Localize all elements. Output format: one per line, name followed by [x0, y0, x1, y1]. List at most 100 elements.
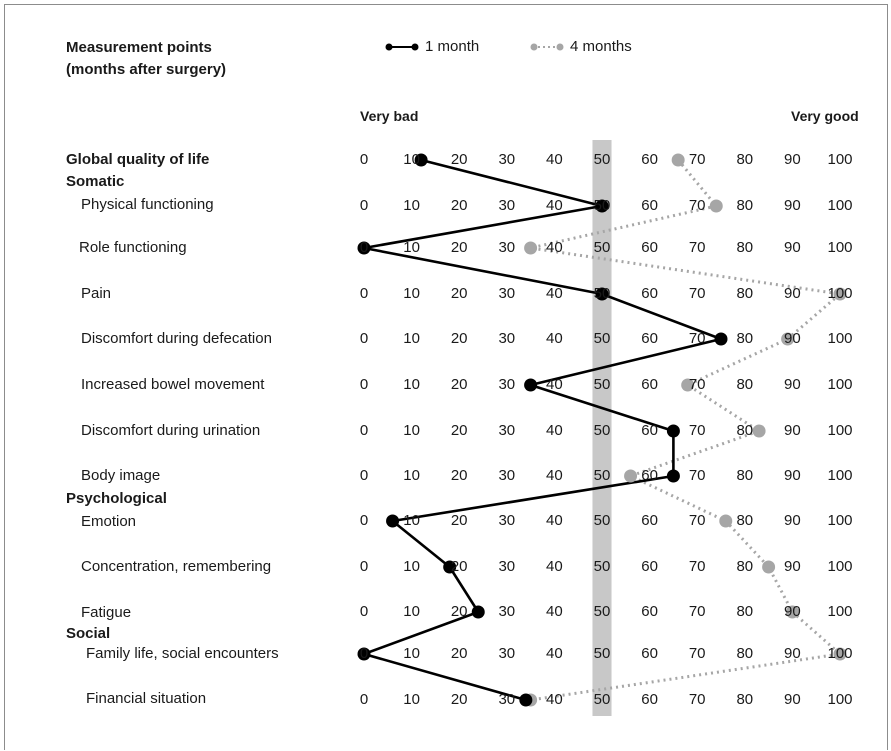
- data-point-1-month: [524, 378, 538, 392]
- tick-label: 40: [546, 691, 563, 708]
- data-point-1-month: [414, 153, 428, 167]
- tick-label: 100: [827, 467, 853, 484]
- tick-label: 10: [403, 467, 420, 484]
- tick-label: 20: [450, 603, 468, 620]
- tick-label: 90: [784, 645, 801, 662]
- tick-label: 20: [450, 422, 468, 439]
- tick-label: 30: [498, 691, 516, 708]
- tick-label: 30: [498, 645, 516, 662]
- tick-label: 50: [593, 512, 611, 529]
- row-label-body-image: Body image: [81, 467, 161, 484]
- tick-label: 80: [736, 558, 754, 575]
- data-point-4-months: [752, 424, 766, 438]
- tick-label: 90: [784, 285, 801, 302]
- tick-label: 20: [450, 467, 468, 484]
- tick-label: 70: [688, 603, 706, 620]
- row-label-physical-functioning: Physical functioning: [81, 196, 214, 213]
- tick-label: 60: [641, 691, 658, 708]
- tick-label: 60: [641, 467, 658, 484]
- tick-label: 90: [784, 239, 801, 256]
- tick-label: 100: [827, 603, 853, 620]
- tick-label: 100: [827, 330, 853, 347]
- section-psychological: Psychological: [66, 490, 167, 507]
- row-label-discomfort-defecation: Discomfort during defecation: [81, 330, 272, 347]
- tick-label: 80: [736, 467, 754, 484]
- row-label-fatigue: Fatigue: [81, 604, 132, 621]
- tick-label: 0: [359, 512, 369, 529]
- chart-frame: [4, 4, 888, 750]
- tick-label: 20: [450, 151, 468, 168]
- tick-label: 10: [403, 691, 420, 708]
- tick-label: 70: [688, 151, 706, 168]
- tick-label: 10: [403, 197, 420, 214]
- data-point-4-months: [833, 287, 847, 301]
- tick-label: 100: [827, 239, 853, 256]
- tick-label: 50: [593, 422, 611, 439]
- tick-label: 20: [450, 645, 468, 662]
- tick-label: 100: [827, 422, 853, 439]
- row-label-increased-bowel: Increased bowel movement: [81, 376, 265, 393]
- tick-label: 10: [403, 376, 420, 393]
- tick-label: 60: [641, 422, 658, 439]
- section-social: Social: [66, 625, 111, 642]
- tick-label: 100: [827, 197, 853, 214]
- data-point-1-month: [471, 605, 485, 619]
- tick-label: 30: [498, 603, 516, 620]
- row-label-concentration: Concentration, remembering: [81, 558, 272, 575]
- tick-label: 40: [546, 197, 563, 214]
- tick-label: 30: [498, 467, 516, 484]
- tick-label: 60: [641, 197, 658, 214]
- tick-label: 90: [784, 197, 801, 214]
- tick-label: 70: [688, 376, 706, 393]
- tick-label: 20: [450, 376, 468, 393]
- tick-label: 80: [736, 603, 754, 620]
- tick-label: 0: [359, 691, 369, 708]
- tick-label: 100: [827, 151, 853, 168]
- legend-title-line2: (months after surgery): [66, 61, 227, 78]
- tick-label: 20: [450, 691, 468, 708]
- tick-label: 40: [546, 512, 563, 529]
- tick-label: 50: [593, 645, 611, 662]
- tick-label: 50: [593, 376, 611, 393]
- tick-label: 0: [359, 285, 369, 302]
- tick-label: 80: [736, 376, 754, 393]
- tick-label: 100: [827, 376, 853, 393]
- tick-label: 40: [546, 330, 563, 347]
- data-point-1-month: [714, 332, 728, 346]
- tick-label: 50: [593, 285, 611, 302]
- tick-label: 20: [450, 512, 468, 529]
- data-point-4-months: [524, 241, 538, 255]
- tick-label: 0: [359, 422, 369, 439]
- tick-label: 20: [450, 197, 468, 214]
- tick-label: 0: [359, 467, 369, 484]
- tick-label: 80: [736, 197, 754, 214]
- tick-label: 60: [641, 285, 658, 302]
- legend-item-1-month: 1 month: [385, 38, 479, 55]
- tick-label: 70: [688, 467, 706, 484]
- tick-label: 40: [546, 558, 563, 575]
- tick-label: 40: [546, 151, 563, 168]
- tick-label: 70: [688, 239, 706, 256]
- data-point-4-months: [833, 647, 847, 661]
- tick-label: 10: [403, 151, 420, 168]
- tick-label: 40: [546, 467, 563, 484]
- tick-label: 90: [784, 691, 801, 708]
- tick-label: 10: [403, 645, 420, 662]
- row-label-financial: Financial situation: [86, 690, 207, 707]
- tick-label: 0: [359, 197, 369, 214]
- tick-label: 80: [736, 239, 754, 256]
- tick-label: 90: [784, 151, 801, 168]
- tick-label: 90: [784, 512, 801, 529]
- data-point-4-months: [709, 199, 723, 213]
- tick-label: 30: [498, 239, 516, 256]
- tick-label: 30: [498, 330, 516, 347]
- tick-label: 10: [403, 285, 420, 302]
- data-point-4-months: [671, 153, 685, 167]
- data-point-1-month: [595, 287, 609, 301]
- tick-label: 70: [688, 558, 706, 575]
- tick-label: 40: [546, 239, 563, 256]
- tick-label: 100: [827, 512, 853, 529]
- tick-label: 0: [359, 239, 369, 256]
- data-point-1-month: [386, 514, 400, 528]
- tick-label: 30: [498, 151, 516, 168]
